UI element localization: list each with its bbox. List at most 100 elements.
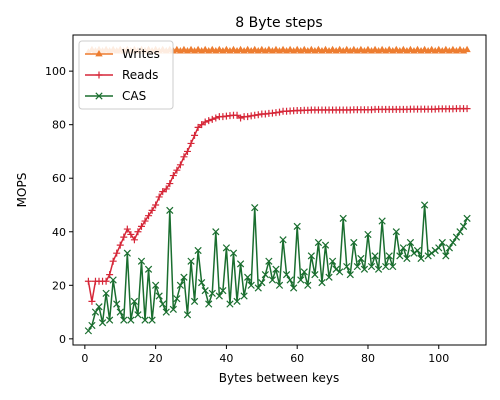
data-point-cas [350,238,358,247]
data-point-cas [275,281,284,289]
data-point-writes [300,45,308,53]
data-point-writes [413,45,422,53]
data-point-cas [360,265,369,273]
data-point-cas [91,308,100,316]
data-point-cas [293,222,301,231]
data-point-reads [109,257,117,265]
y-axis-label: MOPS [15,173,29,208]
data-point-writes [194,45,202,53]
data-point-reads [102,277,110,285]
data-point-reads [183,147,191,155]
data-point-reads [237,114,245,122]
y-axis: 0 20 40 60 80 100 [45,65,73,346]
data-point-cas [318,279,326,287]
legend-marker-writes [95,49,103,57]
data-point-cas [109,276,117,284]
data-point-cas [212,228,220,236]
data-point-cas [413,246,422,255]
data-point-reads [155,193,163,201]
data-point-writes [427,45,436,53]
data-point-writes [236,45,245,53]
data-point-cas [123,249,131,257]
data-point-cas [304,281,312,289]
data-point-cas [367,262,376,271]
data-point-reads [176,161,184,169]
data-point-reads [276,108,283,116]
data-point-writes [335,45,344,53]
data-point-writes [173,45,181,53]
data-point-cas [389,262,397,271]
data-point-cas [410,249,418,257]
data-point-cas [417,254,425,263]
data-point-cas [130,297,139,305]
data-point-writes [251,45,259,53]
data-point-writes [385,45,393,53]
data-point-writes [420,45,429,53]
data-point-cas [95,303,103,311]
data-point-reads [141,217,149,225]
data-point-reads [201,118,209,126]
data-point-reads [194,123,202,131]
legend-label-cas: CAS [122,89,146,103]
data-point-writes [201,45,209,53]
data-point-reads [233,111,241,119]
data-point-cas [300,268,308,276]
data-point-cas [392,228,400,236]
legend-marker-cas [95,92,103,100]
data-point-reads [166,180,174,188]
x-tick-label: 0 [81,352,88,365]
data-point-writes [286,45,294,53]
data-point-writes [399,45,408,53]
data-point-cas [222,244,231,252]
data-point-cas [247,281,255,289]
data-point-cas [424,252,432,260]
data-point-reads [134,228,142,236]
data-point-writes [442,45,450,53]
data-point-cas [431,246,439,255]
data-point-cas [251,204,259,212]
data-point-cas [116,308,124,316]
data-point-cas [127,316,135,324]
data-point-cas [173,295,181,303]
data-point-writes [258,45,266,53]
data-point-cas [339,214,347,223]
data-point-writes [180,45,188,53]
data-point-reads [191,131,199,139]
data-point-cas [353,262,361,271]
data-point-cas [240,292,248,300]
x-tick-label: 20 [149,352,163,365]
data-point-writes [463,45,471,53]
legend-label-writes: Writes [122,47,160,61]
legend-box [78,40,174,110]
axes-frame [72,34,487,346]
data-point-cas [297,276,305,284]
data-point-cas [399,244,407,252]
data-point-cas [113,300,121,308]
data-point-cas [98,319,107,327]
data-point-cas [314,238,323,247]
data-point-cas [286,276,294,284]
data-point-writes [272,45,280,53]
series-reads [84,105,471,305]
data-point-cas [205,300,213,308]
data-point-cas [194,246,202,255]
data-point-writes [208,45,216,53]
data-point-reads [208,115,216,123]
data-point-cas [364,230,372,239]
data-point-cas [215,292,223,300]
data-point-writes [392,45,400,53]
data-point-writes [215,45,224,53]
data-point-cas [152,281,160,289]
data-point-writes [435,45,443,53]
data-point-writes [229,45,238,53]
y-tick-label: 20 [52,279,66,292]
data-point-cas [328,257,337,265]
data-point-writes [343,45,351,53]
data-point-cas [268,276,277,284]
x-axis-label: Bytes between keys [219,371,339,385]
data-point-cas [282,270,291,279]
y-tick-label: 100 [45,65,66,78]
x-tick-label: 60 [290,352,304,365]
data-point-writes [456,45,464,53]
data-point-reads [159,188,167,196]
